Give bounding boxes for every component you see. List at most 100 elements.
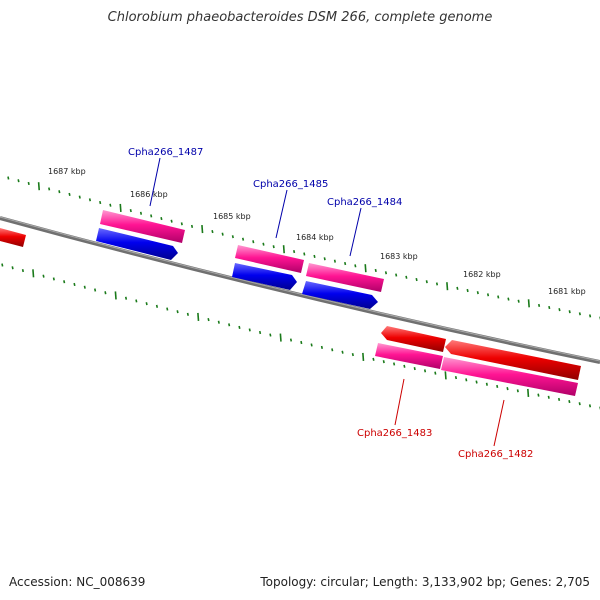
inner-tick-mark <box>155 304 159 308</box>
gene-label-cpha266-1485[interactable]: Cpha266_1485 <box>253 179 328 190</box>
gene-feature-cpha266-1482[interactable] <box>441 357 578 396</box>
outer-tick-mark <box>129 209 132 213</box>
gene-feature-cpha266-1484[interactable] <box>306 263 384 292</box>
inner-tick-mark <box>248 328 251 332</box>
outer-tick-mark <box>37 182 41 191</box>
gene-feature-cpha266-1487[interactable] <box>100 210 185 243</box>
inner-tick-mark <box>578 402 581 406</box>
outer-tick-mark <box>241 237 245 241</box>
inner-tick-mark <box>228 323 231 327</box>
outer-tick-mark <box>384 271 388 275</box>
outer-tick-mark <box>78 195 81 199</box>
inner-tick-mark <box>63 280 66 284</box>
scale-ticks-inner <box>1 263 600 410</box>
outer-tick-mark <box>99 200 102 205</box>
tick-label-1681: 1681 kbp <box>548 287 586 296</box>
inner-tick-mark <box>94 288 97 292</box>
inner-tick-mark <box>341 350 344 354</box>
inner-tick-mark <box>124 296 128 300</box>
outer-tick-mark <box>354 264 357 268</box>
inner-tick-mark <box>506 387 509 391</box>
outer-tick-mark <box>364 264 367 273</box>
inner-tick-mark <box>485 382 488 386</box>
inner-tick-mark <box>444 371 447 380</box>
map-title: Chlorobium phaeobacteroides DSM 266, com… <box>107 10 493 25</box>
inner-tick-mark <box>382 360 385 364</box>
outer-tick-mark <box>27 181 30 186</box>
cds-feature-cpha266-1483[interactable] <box>381 326 446 352</box>
inner-tick-mark <box>83 285 86 289</box>
reverse-cds-feature-edge[interactable] <box>0 228 26 247</box>
gene-feature-cpha266-1485[interactable] <box>235 245 304 273</box>
inner-tick-mark <box>176 310 179 314</box>
outer-tick-mark <box>415 277 418 282</box>
outer-tick-mark <box>109 203 112 207</box>
leader-line-cpha266-1487 <box>149 157 161 207</box>
cds-feature-cpha266-1487[interactable] <box>96 228 178 260</box>
outer-tick-mark <box>333 259 337 263</box>
outer-tick-mark <box>558 308 561 312</box>
leader-line-cpha266-1483 <box>394 378 405 426</box>
outer-tick-mark <box>497 295 500 299</box>
inner-tick-mark <box>362 352 365 362</box>
inner-tick-mark <box>104 291 107 295</box>
gene-label-cpha266-1483[interactable]: Cpha266_1483 <box>357 428 432 439</box>
inner-tick-mark <box>331 348 334 352</box>
outer-tick-mark <box>435 282 439 286</box>
inner-tick-mark <box>475 380 478 384</box>
outer-tick-mark <box>221 232 224 236</box>
outer-tick-mark <box>313 254 316 258</box>
leader-line-cpha266-1485 <box>275 189 288 239</box>
cds-feature-cpha266-1482[interactable] <box>445 340 581 380</box>
gene-label-cpha266-1482[interactable]: Cpha266_1482 <box>458 449 533 460</box>
outer-tick-mark <box>119 203 122 212</box>
outer-tick-mark <box>160 216 163 221</box>
inner-tick-mark <box>269 333 272 337</box>
tick-label-1686: 1686 kbp <box>130 190 168 199</box>
outer-tick-mark <box>201 224 204 234</box>
outer-tick-mark <box>395 273 398 277</box>
outer-tick-mark <box>548 305 551 310</box>
inner-tick-mark <box>42 274 45 278</box>
inner-tick-mark <box>166 307 169 311</box>
inner-tick-mark <box>537 393 540 397</box>
tick-label-1687: 1687 kbp <box>48 167 86 176</box>
outer-tick-mark <box>456 286 459 290</box>
inner-tick-mark <box>454 376 458 380</box>
cds-feature-cpha266-1484[interactable] <box>302 281 378 309</box>
outer-tick-mark <box>88 198 92 202</box>
outer-tick-mark <box>527 299 530 308</box>
inner-tick-mark <box>73 282 76 287</box>
inner-tick-mark <box>135 299 138 303</box>
inner-tick-mark <box>145 302 148 306</box>
inner-tick-mark <box>207 318 210 322</box>
inner-tick-mark <box>588 404 592 408</box>
outer-tick-mark <box>170 219 173 223</box>
outer-tick-mark <box>272 245 275 249</box>
inner-tick-mark <box>557 397 561 401</box>
inner-tick-mark <box>114 291 117 300</box>
inner-tick-mark <box>568 400 571 404</box>
outer-tick-mark <box>139 211 143 215</box>
outer-tick-mark <box>425 280 428 284</box>
gene-label-cpha266-1487[interactable]: Cpha266_1487 <box>128 147 203 158</box>
tick-label-1683: 1683 kbp <box>380 252 418 261</box>
outer-tick-mark <box>303 252 306 256</box>
inner-tick-mark <box>320 345 324 349</box>
genome-backbone <box>0 216 600 364</box>
inner-tick-mark <box>516 389 519 393</box>
gene-label-cpha266-1484[interactable]: Cpha266_1484 <box>327 197 402 208</box>
cds-feature-cpha266-1485[interactable] <box>232 263 297 290</box>
tick-label-1682: 1682 kbp <box>463 270 501 279</box>
outer-tick-mark <box>344 261 347 266</box>
outer-tick-mark <box>293 250 296 254</box>
gene-feature-cpha266-1483[interactable] <box>375 343 443 369</box>
inner-tick-mark <box>186 312 189 316</box>
outer-tick-mark <box>68 192 71 196</box>
outer-tick-mark <box>589 314 592 318</box>
inner-tick-mark <box>258 330 262 335</box>
inner-tick-mark <box>289 338 293 342</box>
outer-tick-mark <box>517 299 520 303</box>
inner-tick-mark <box>393 362 396 366</box>
